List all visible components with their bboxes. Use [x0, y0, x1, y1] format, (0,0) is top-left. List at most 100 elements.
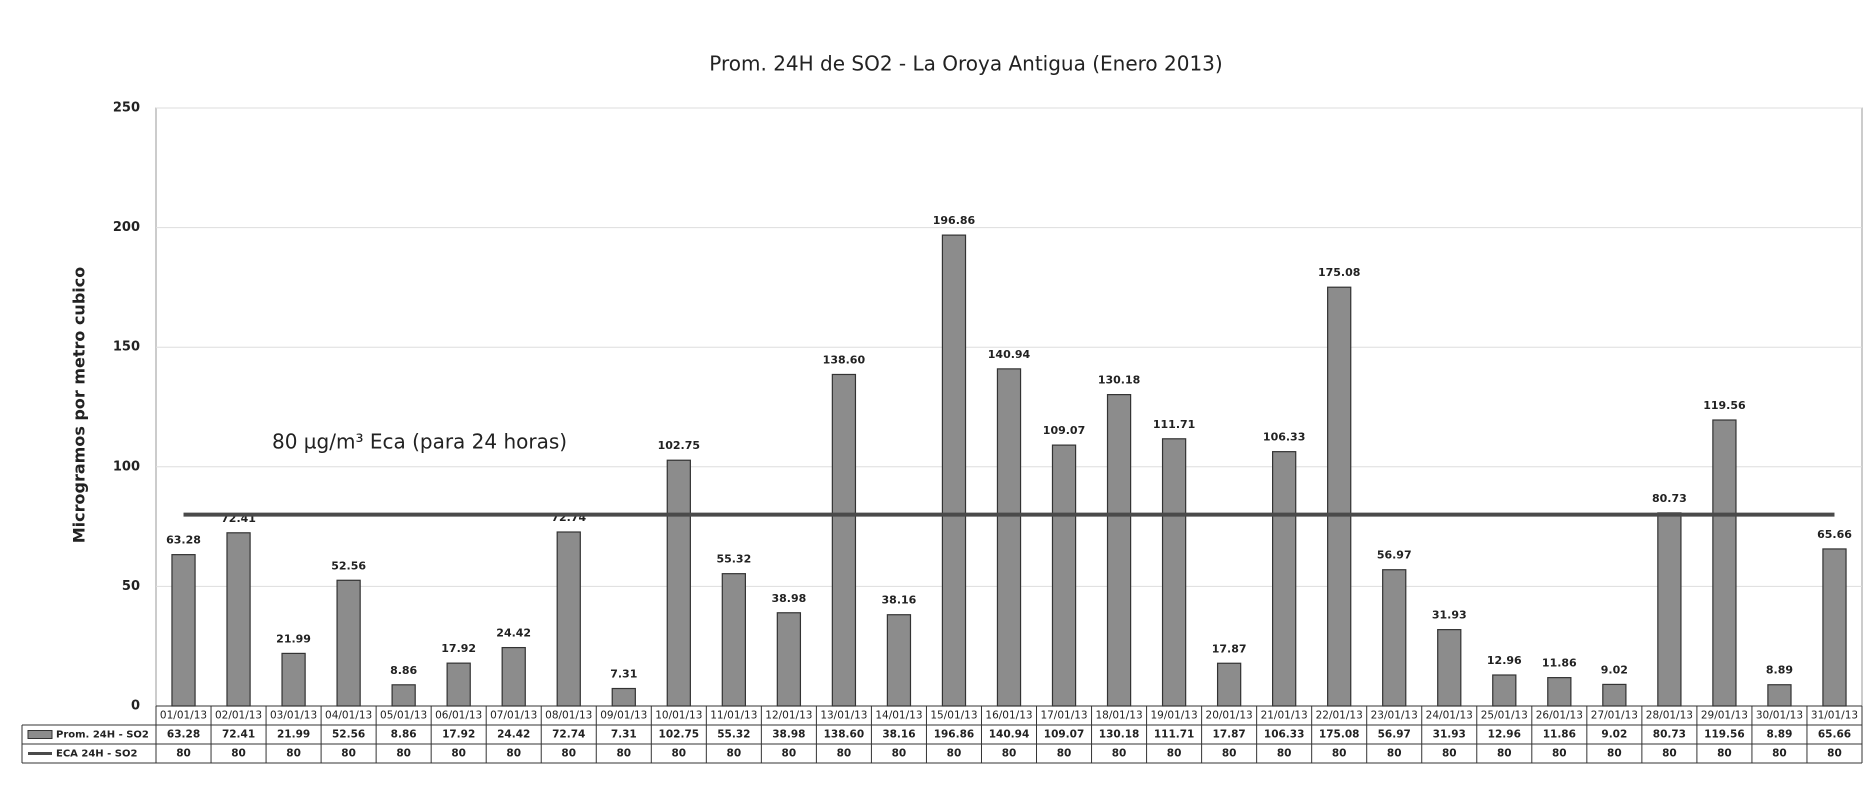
bar [391, 684, 416, 707]
x-tick-label: 16/01/13 [985, 710, 1032, 722]
table-value: 138.60 [824, 729, 865, 741]
data-label: 21.99 [276, 632, 311, 645]
table-value: 80 [176, 748, 191, 760]
x-tick-label: 31/01/13 [1811, 710, 1858, 722]
table-value: 80 [1662, 748, 1677, 760]
table-value: 80 [837, 748, 852, 760]
table-value: 65.66 [1818, 729, 1851, 741]
table-value: 80 [1057, 748, 1072, 760]
table-value: 52.56 [332, 729, 365, 741]
table-value: 38.98 [772, 729, 805, 741]
table-value: 80 [396, 748, 411, 760]
table-value: 80 [1607, 748, 1622, 760]
y-tick-label: 100 [113, 459, 140, 474]
bar [336, 579, 361, 707]
chart-title: Prom. 24H de SO2 - La Oroya Antigua (Ene… [709, 52, 1222, 76]
x-tick-label: 17/01/13 [1040, 710, 1087, 722]
bar [776, 612, 802, 707]
bar [1382, 569, 1407, 707]
table-value: 80 [506, 748, 521, 760]
data-label: 106.33 [1263, 431, 1305, 444]
data-label: 56.97 [1377, 549, 1412, 562]
table-value: 80 [451, 748, 466, 760]
table-value: 130.18 [1099, 729, 1140, 741]
bar [1602, 683, 1627, 707]
x-tick-label: 12/01/13 [765, 710, 812, 722]
data-label: 175.08 [1318, 266, 1360, 279]
x-tick-label: 25/01/13 [1481, 710, 1528, 722]
table-value: 11.86 [1543, 729, 1576, 741]
table-value: 80 [231, 748, 246, 760]
table-value: 80 [727, 748, 742, 760]
bar [1106, 394, 1132, 707]
table-value: 196.86 [934, 729, 975, 741]
table-value: 80 [1222, 748, 1237, 760]
data-label: 38.98 [771, 592, 806, 605]
x-tick-label: 11/01/13 [710, 710, 757, 722]
table-value: 17.87 [1213, 729, 1246, 741]
table-value: 80 [1772, 748, 1787, 760]
x-tick-label: 05/01/13 [380, 710, 427, 722]
x-tick-label: 22/01/13 [1316, 710, 1363, 722]
bar [1547, 677, 1572, 707]
table-value: 111.71 [1154, 729, 1195, 741]
table-value: 80 [1387, 748, 1402, 760]
data-label: 119.56 [1703, 399, 1746, 412]
bar [171, 554, 196, 707]
table-value: 80 [1497, 748, 1512, 760]
bar [501, 646, 526, 707]
bar [666, 459, 691, 707]
legend-key [27, 730, 53, 739]
table-value: 80 [561, 748, 576, 760]
table-value: 9.02 [1601, 729, 1627, 741]
table-value: 80 [1002, 748, 1017, 760]
table-value: 80 [671, 748, 686, 760]
data-label: 52.56 [331, 559, 366, 572]
legend-label: ECA 24H - SO2 [56, 749, 137, 760]
data-label: 55.32 [716, 553, 751, 566]
x-tick-label: 04/01/13 [325, 710, 372, 722]
y-tick-label: 0 [131, 699, 140, 714]
data-label: 12.96 [1487, 654, 1522, 667]
data-label: 17.87 [1212, 642, 1247, 655]
table-value: 21.99 [277, 729, 310, 741]
x-tick-label: 29/01/13 [1701, 710, 1748, 722]
x-tick-label: 09/01/13 [600, 710, 647, 722]
table-value: 80 [1277, 748, 1292, 760]
table-value: 8.89 [1766, 729, 1792, 741]
data-label: 17.92 [441, 642, 476, 655]
x-tick-label: 24/01/13 [1426, 710, 1473, 722]
y-tick-label: 250 [113, 101, 140, 116]
data-label: 138.60 [823, 353, 866, 366]
table-value: 175.08 [1319, 729, 1360, 741]
bar [611, 687, 636, 707]
annotation: 80 µg/m³ Eca (para 24 horas) [272, 430, 567, 454]
table-value: 80 [1827, 748, 1842, 760]
data-label: 24.42 [496, 627, 531, 640]
x-tick-label: 03/01/13 [270, 710, 317, 722]
table-value: 55.32 [717, 729, 750, 741]
table-value: 80 [1112, 748, 1127, 760]
x-tick-label: 15/01/13 [930, 710, 977, 722]
table-value: 106.33 [1264, 729, 1305, 741]
table-value: 80 [1717, 748, 1732, 760]
legend-label: Prom. 24H - SO2 [56, 730, 149, 741]
x-tick-label: 10/01/13 [655, 710, 702, 722]
bar [1051, 444, 1077, 707]
table-value: 72.74 [552, 729, 585, 741]
table-value: 56.97 [1378, 729, 1411, 741]
bar [281, 652, 306, 707]
table-value: 24.42 [497, 729, 530, 741]
x-tick-label: 08/01/13 [545, 710, 592, 722]
table-value: 12.96 [1488, 729, 1521, 741]
bar [721, 573, 746, 707]
bar [1767, 684, 1792, 707]
data-label: 8.86 [390, 664, 417, 677]
table-value: 31.93 [1433, 729, 1466, 741]
data-label: 31.93 [1432, 609, 1467, 622]
x-tick-label: 18/01/13 [1095, 710, 1142, 722]
table-value: 80 [616, 748, 631, 760]
bar [1822, 548, 1847, 707]
table-value: 80 [286, 748, 301, 760]
